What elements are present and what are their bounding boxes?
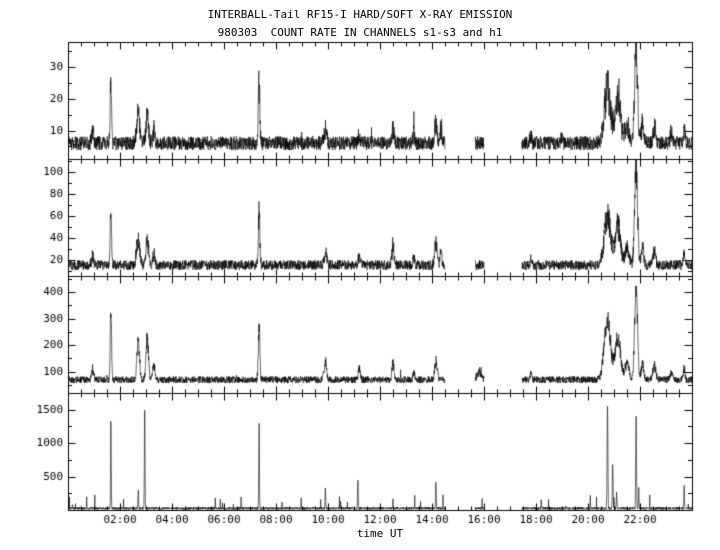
x-axis-label: time UT (356, 527, 404, 540)
